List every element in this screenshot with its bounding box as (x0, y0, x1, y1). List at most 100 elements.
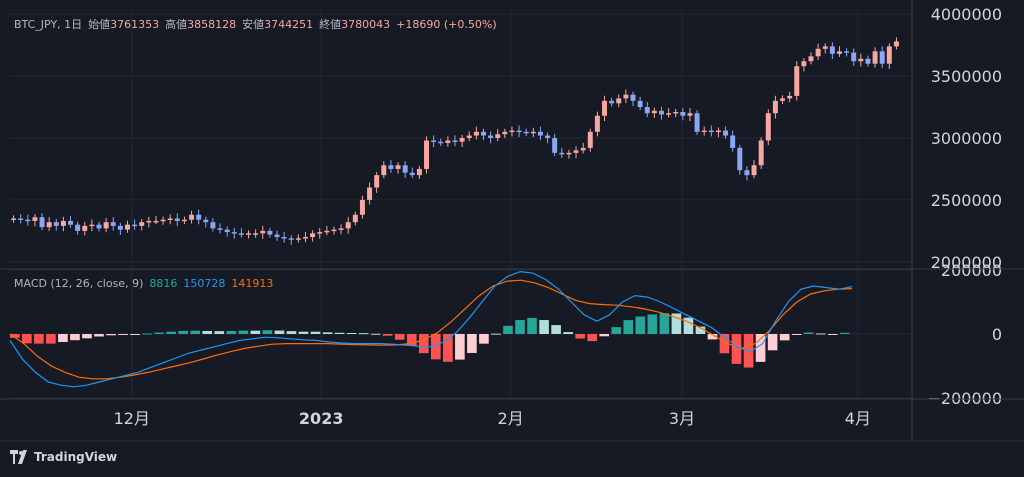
brand-name: TradingView (34, 450, 118, 464)
candle-body (452, 140, 458, 142)
candle-body (623, 94, 629, 99)
candle-body (438, 141, 444, 144)
macd-histogram-bar (791, 334, 802, 335)
candle-body (459, 138, 465, 142)
candle-body (616, 98, 622, 104)
macd-histogram-bar (815, 333, 826, 335)
high-value: 3858128 (187, 18, 237, 31)
candle-body (281, 237, 287, 239)
candle-body (537, 131, 543, 136)
candle-body (780, 98, 786, 101)
candle-body (530, 131, 536, 134)
candle-body (46, 222, 52, 228)
macd-histogram-bar (70, 334, 80, 341)
candle-body (573, 150, 579, 153)
tradingview-logo-icon (10, 450, 27, 464)
candle-body (174, 218, 180, 221)
macd-histogram-bar (118, 334, 128, 335)
symbol-label: BTC_JPY, 1日 (14, 18, 83, 31)
candle-body (160, 219, 166, 222)
candle-body (751, 165, 757, 176)
candle-body (246, 233, 252, 235)
candle-body (25, 219, 31, 222)
candle-body (238, 233, 244, 235)
candle-body (189, 214, 195, 220)
candle-body (310, 233, 316, 238)
time-tick-label: 2023 (299, 409, 344, 428)
candle-body (730, 135, 736, 148)
macd-histogram-bar (563, 332, 573, 334)
macd-histogram-bar (382, 334, 393, 336)
macd-histogram-bar (190, 330, 201, 334)
candle-body (409, 172, 415, 176)
candle-body (765, 113, 771, 141)
candle-body (872, 51, 878, 64)
time-tick-label: 3月 (669, 409, 695, 428)
macd-histogram-bar (695, 326, 706, 334)
candle-body (139, 222, 145, 226)
macd-histogram-bar (539, 320, 549, 334)
macd-histogram-bar (10, 334, 20, 338)
macd-histogram-bar (418, 334, 429, 354)
candle-body (302, 237, 308, 239)
candle-body (381, 165, 387, 176)
macd-histogram-bar (827, 334, 838, 335)
macd-histogram-bar (683, 317, 694, 334)
candle-body (117, 225, 123, 230)
macd-hist-value: 8816 (149, 277, 178, 290)
macd-histogram-bar (599, 334, 610, 337)
candle-body (737, 147, 743, 171)
macd-histogram-bar (647, 314, 658, 334)
candle-body (210, 222, 216, 229)
macd-histogram-bar (358, 333, 369, 335)
low-label: 安値 (242, 18, 265, 31)
macd-tick-label: 0 (992, 325, 1002, 344)
candle-body (153, 220, 159, 223)
macd-line (9, 270, 853, 388)
macd-histogram-bar (635, 316, 646, 334)
macd-histogram-bar (659, 313, 670, 334)
high-label: 高値 (165, 18, 188, 31)
macd-histogram-bar (731, 334, 742, 364)
macd-histogram-bar (46, 334, 56, 344)
candle-body (723, 130, 729, 136)
candle-body (744, 170, 750, 176)
close-value: 3780043 (341, 18, 391, 31)
candle-body (886, 46, 892, 64)
candle-body (352, 214, 358, 223)
candle-body (60, 220, 66, 226)
macd-histogram-bar (443, 334, 453, 362)
time-tick-label: 12月 (114, 409, 150, 428)
candle-body (715, 130, 721, 133)
candle-body (267, 230, 273, 235)
candle-body (566, 152, 572, 155)
macd-histogram-bar (671, 313, 682, 334)
price-tick-label: 2500000 (931, 191, 1002, 210)
candle-body (68, 220, 74, 225)
macd-signal-value: 141913 (231, 277, 274, 290)
candle-body (32, 217, 38, 221)
candle-body (416, 168, 422, 176)
macd-histogram-bar (34, 334, 44, 344)
price-tick-label: 3000000 (931, 129, 1002, 148)
candle-body (844, 51, 850, 53)
candle-body (181, 219, 187, 222)
candle-body (516, 130, 522, 133)
macd-histogram-bar (431, 334, 441, 360)
macd-histogram-bar (298, 331, 309, 334)
candle-body (317, 232, 323, 234)
candle-body (146, 220, 152, 223)
tradingview-brand[interactable]: TradingView (10, 450, 117, 464)
candle-body (509, 130, 515, 133)
price-tick-label: 4000000 (931, 5, 1002, 24)
macd-histogram-bar (839, 332, 850, 334)
open-value: 3761353 (110, 18, 160, 31)
candle-body (858, 58, 864, 62)
macd-legend: MACD (12, 26, close, 9) 8816 150728 141913 (14, 277, 279, 290)
candle-body (367, 187, 373, 200)
candle-body (694, 113, 700, 132)
candle-body (680, 112, 686, 116)
candle-body (609, 100, 615, 104)
candle-body (879, 51, 885, 64)
candle-body (75, 224, 81, 231)
